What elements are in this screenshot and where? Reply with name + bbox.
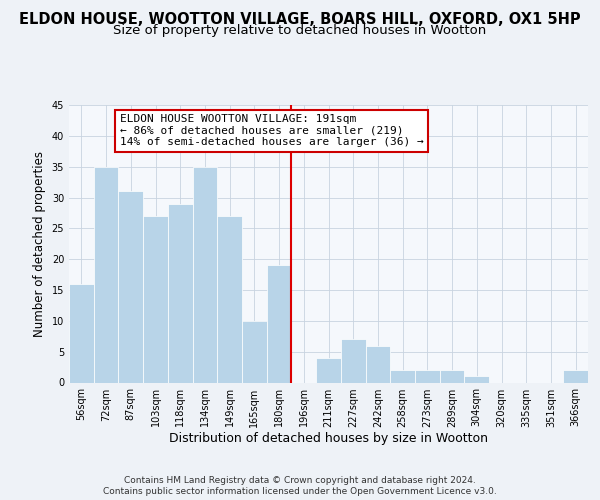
Bar <box>217 216 242 382</box>
Bar <box>563 370 588 382</box>
Bar <box>365 346 390 383</box>
Bar <box>440 370 464 382</box>
Bar <box>193 166 217 382</box>
Text: Contains public sector information licensed under the Open Government Licence v3: Contains public sector information licen… <box>103 488 497 496</box>
Bar <box>316 358 341 382</box>
Bar <box>415 370 440 382</box>
Bar <box>143 216 168 382</box>
Bar <box>69 284 94 382</box>
Text: ELDON HOUSE WOOTTON VILLAGE: 191sqm
← 86% of detached houses are smaller (219)
1: ELDON HOUSE WOOTTON VILLAGE: 191sqm ← 86… <box>119 114 424 148</box>
X-axis label: Distribution of detached houses by size in Wootton: Distribution of detached houses by size … <box>169 432 488 446</box>
Text: ELDON HOUSE, WOOTTON VILLAGE, BOARS HILL, OXFORD, OX1 5HP: ELDON HOUSE, WOOTTON VILLAGE, BOARS HILL… <box>19 12 581 28</box>
Bar <box>118 192 143 382</box>
Bar <box>390 370 415 382</box>
Bar <box>94 166 118 382</box>
Bar <box>242 321 267 382</box>
Text: Contains HM Land Registry data © Crown copyright and database right 2024.: Contains HM Land Registry data © Crown c… <box>124 476 476 485</box>
Y-axis label: Number of detached properties: Number of detached properties <box>33 151 46 337</box>
Text: Size of property relative to detached houses in Wootton: Size of property relative to detached ho… <box>113 24 487 37</box>
Bar <box>168 204 193 382</box>
Bar <box>267 266 292 382</box>
Bar <box>464 376 489 382</box>
Bar <box>341 340 365 382</box>
